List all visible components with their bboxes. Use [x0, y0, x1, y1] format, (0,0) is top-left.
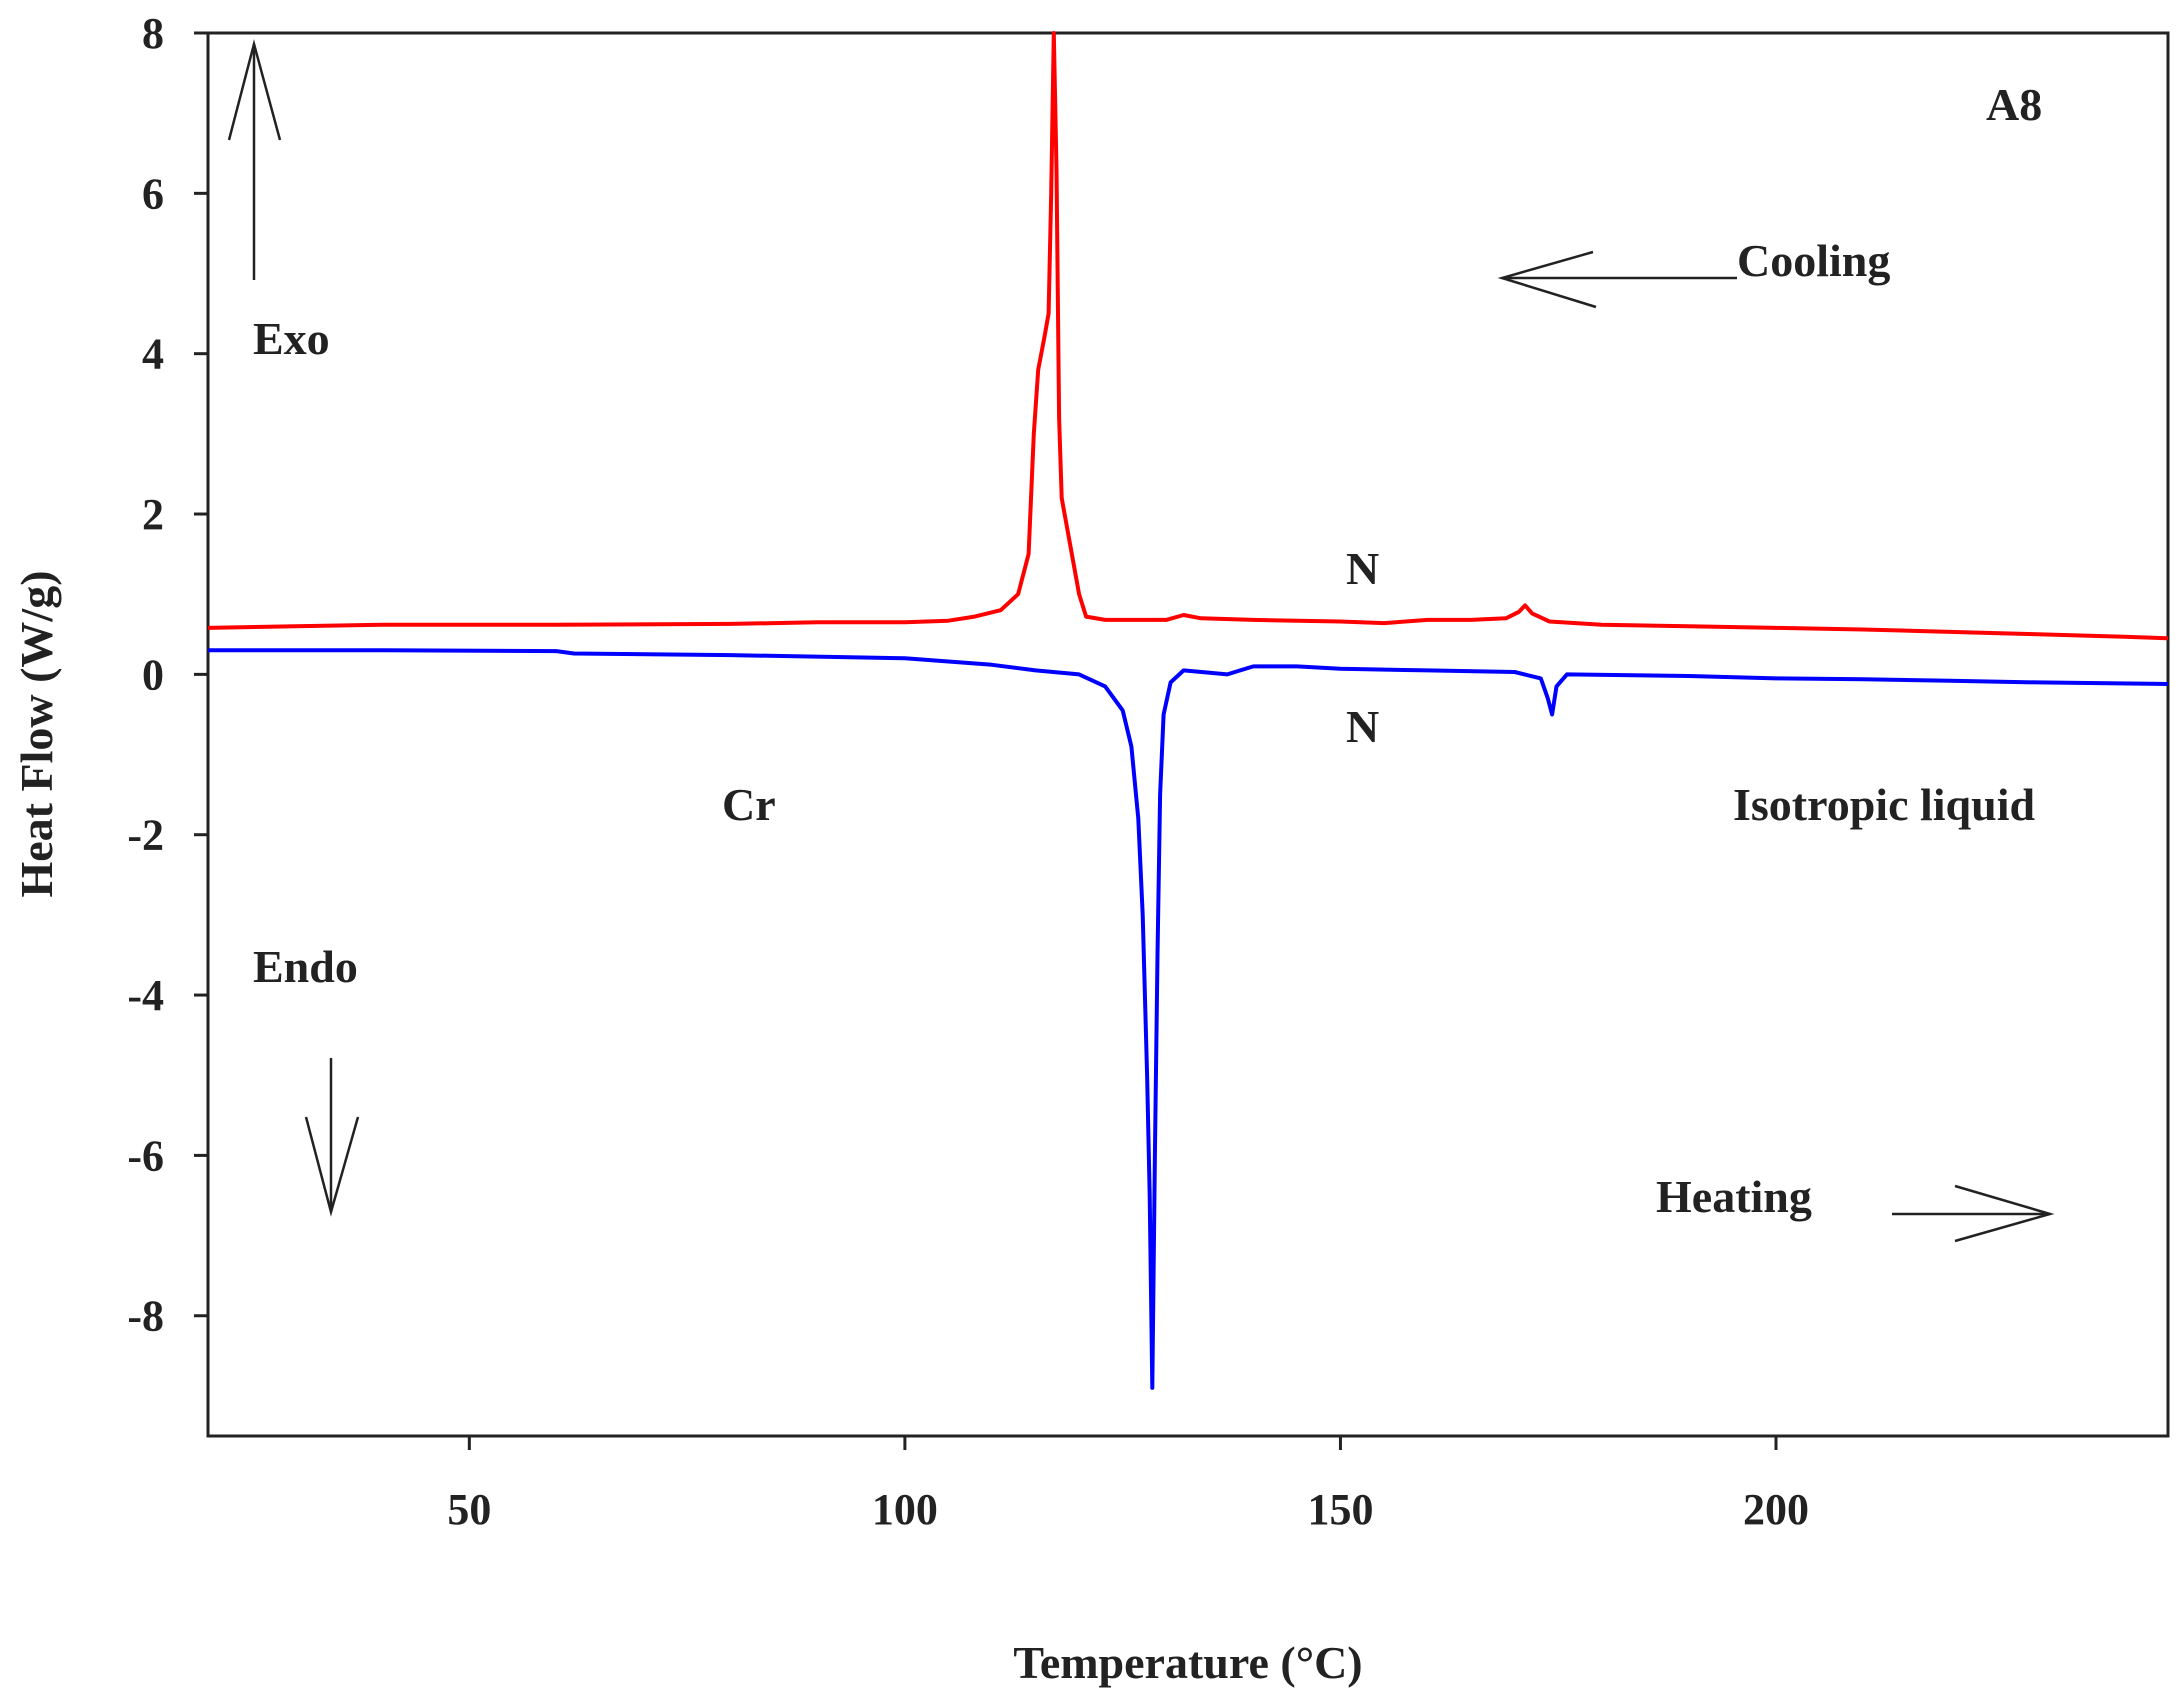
x-tick-label: 200: [1743, 1485, 1809, 1534]
y-tick-label: -8: [127, 1292, 164, 1341]
cooling-label: Cooling: [1737, 235, 1890, 286]
exo-label: Exo: [253, 313, 330, 364]
y-tick-label: 6: [142, 169, 164, 218]
x-tick-label: 50: [447, 1485, 491, 1534]
y-axis: 8 6 4 2 0 -2 -4 -6 -8: [127, 9, 208, 1341]
endo-down-arrow: [304, 1058, 360, 1217]
cooling-left-arrow: [1497, 250, 1737, 309]
cr-phase-label: Cr: [722, 779, 776, 830]
heating-label: Heating: [1656, 1171, 1812, 1222]
x-tick-label: 100: [872, 1485, 938, 1534]
heating-right-arrow: [1892, 1184, 2055, 1243]
x-axis-title: Temperature (°C): [1013, 1637, 1362, 1688]
n-phase-label-bottom: N: [1346, 701, 1379, 752]
y-tick-label: -4: [127, 971, 164, 1020]
y-tick-label: 4: [142, 330, 164, 379]
x-axis: 50 100 150 200: [447, 1436, 1809, 1534]
sample-label: A8: [1986, 79, 2042, 130]
y-tick-label: 0: [142, 650, 164, 699]
cooling-curve: [207, 31, 2169, 641]
series-layer: [207, 31, 2169, 1390]
x-tick-label: 150: [1307, 1485, 1373, 1534]
plot-frame: [206, 31, 2170, 1438]
isotropic-liquid-label: Isotropic liquid: [1733, 779, 2035, 830]
y-axis-title: Heat Flow (W/g): [11, 570, 62, 897]
y-tick-label: 8: [142, 9, 164, 58]
y-tick-label: -6: [127, 1131, 164, 1180]
y-tick-label: 2: [142, 490, 164, 539]
y-tick-label: -2: [127, 811, 164, 860]
heating-curve: [208, 648, 2169, 1390]
endo-label: Endo: [253, 941, 358, 992]
exo-up-arrow: [227, 39, 282, 280]
n-phase-label-top: N: [1346, 543, 1379, 594]
